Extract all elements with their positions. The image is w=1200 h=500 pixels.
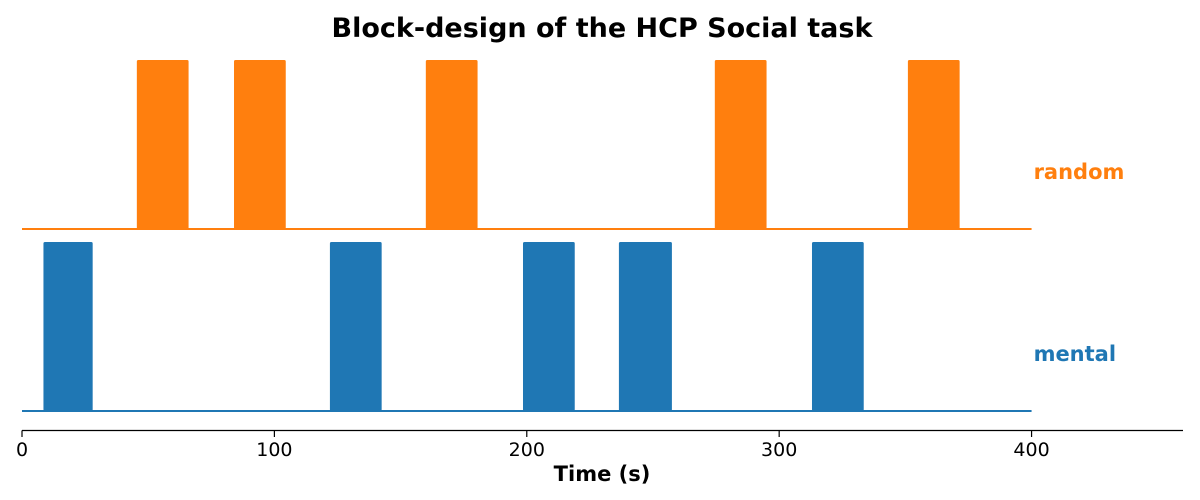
x-tick-label-0: 0	[16, 439, 28, 461]
mental-block-4	[618, 242, 672, 411]
random-block-3	[425, 60, 478, 229]
random-block-2	[234, 60, 286, 229]
chart-title: Block-design of the HCP Social task	[332, 13, 874, 44]
random-block-5	[907, 60, 960, 229]
x-tick-label-200: 200	[509, 439, 545, 461]
mental-block-5	[811, 242, 864, 411]
mental-block-3	[522, 242, 575, 411]
random-label: random	[1034, 160, 1125, 184]
series-mental: mental	[22, 242, 1116, 412]
x-tick-label-100: 100	[256, 439, 292, 461]
mental-block-2	[329, 242, 382, 411]
x-ticks: 0 100 200 300 400	[16, 430, 1050, 461]
random-block-1	[136, 60, 189, 229]
series-layer: random mental	[22, 60, 1125, 412]
x-tick-label-300: 300	[761, 439, 797, 461]
mental-label: mental	[1034, 342, 1116, 366]
x-axis: 0 100 200 300 400	[16, 429, 1183, 461]
series-random: random	[22, 60, 1125, 230]
random-block-4	[714, 60, 767, 229]
x-tick-label-400: 400	[1013, 439, 1049, 461]
x-axis-label: Time (s)	[554, 462, 651, 486]
mental-block-1	[43, 242, 93, 411]
